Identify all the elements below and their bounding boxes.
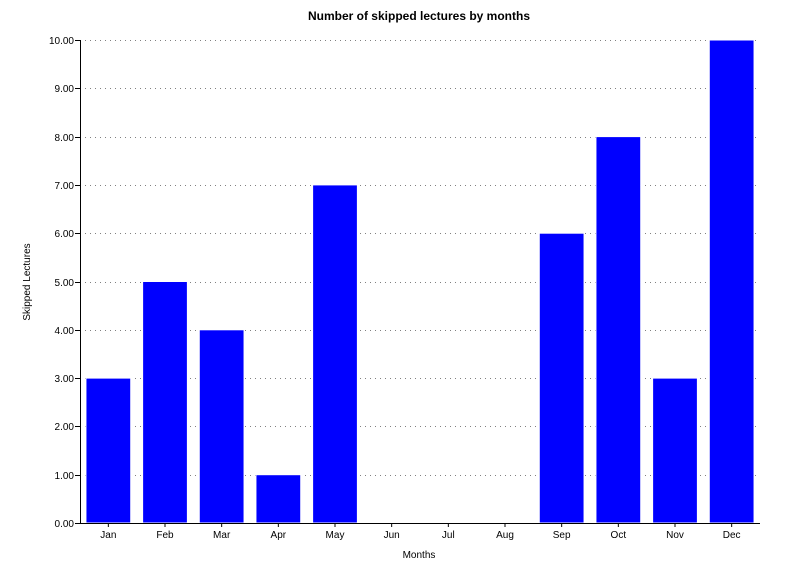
x-tick-label: Sep — [553, 530, 571, 541]
x-tick-label: Jul — [442, 530, 455, 541]
x-tick-labels: Jan Feb Mar Apr May Jun Jul Aug Sep Oct Nov Dec — [100, 530, 740, 541]
y-tick-label: 1.00 — [55, 471, 75, 482]
y-tick-label: 8.00 — [55, 133, 75, 144]
x-tick-label: Nov — [666, 530, 684, 541]
x-axis-label: Months — [403, 550, 436, 561]
y-tick-labels: 0.00 1.00 2.00 3.00 4.00 5.00 6.00 7.00 8.00 9.00… — [49, 36, 74, 530]
x-tick-label: Dec — [723, 530, 741, 541]
bar-dec — [708, 39, 755, 524]
x-tick-label: Aug — [496, 530, 514, 541]
axes — [75, 40, 760, 527]
bar-apr — [255, 474, 302, 524]
y-tick-label: 10.00 — [49, 36, 74, 47]
bars — [85, 39, 755, 524]
bar-feb — [142, 281, 188, 524]
x-tick-label: Feb — [156, 530, 174, 541]
x-tick-label: Apr — [271, 530, 287, 541]
bar-mar — [198, 329, 245, 524]
bar-oct — [595, 136, 642, 524]
bar-sep — [538, 232, 585, 524]
chart-title: Number of skipped lectures by months — [308, 9, 530, 23]
y-tick-label: 6.00 — [55, 229, 75, 240]
y-axis-label: Skipped Lectures — [22, 243, 33, 320]
y-tick-label: 4.00 — [55, 326, 75, 337]
bar-nov — [652, 377, 698, 524]
x-tick-label: Mar — [213, 530, 231, 541]
y-tick-label: 3.00 — [55, 374, 75, 385]
y-tick-label: 5.00 — [55, 278, 75, 289]
bar-jan — [85, 377, 132, 524]
x-tick-label: Jun — [384, 530, 400, 541]
y-tick-label: 7.00 — [55, 181, 75, 192]
grid-lines — [80, 40, 760, 476]
x-tick-label: May — [326, 530, 345, 541]
x-tick-label: Jan — [100, 530, 116, 541]
y-tick-label: 2.00 — [55, 422, 75, 433]
y-tick-label: 0.00 — [55, 519, 75, 530]
x-tick-label: Oct — [611, 530, 627, 541]
y-tick-label: 9.00 — [55, 84, 75, 95]
bar-may — [312, 184, 358, 524]
